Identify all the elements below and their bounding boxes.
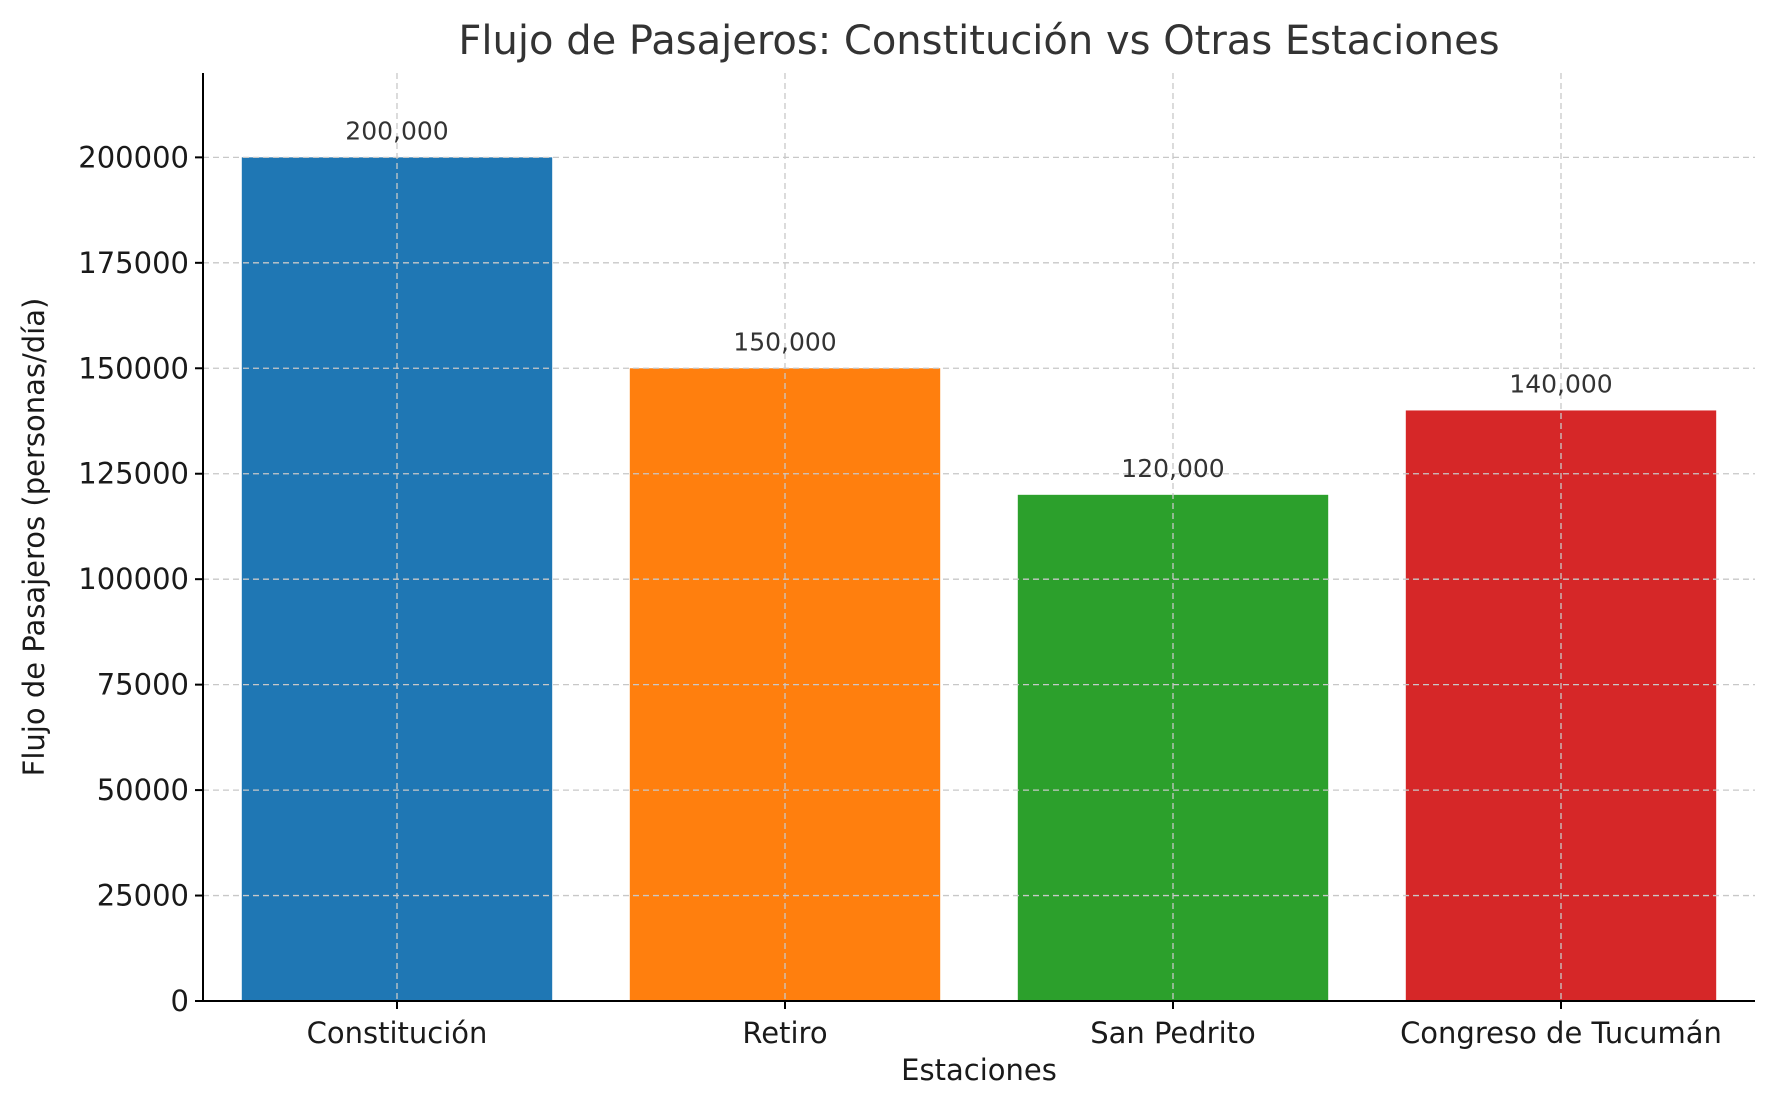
y-tick-label-1: 25000 (97, 879, 189, 913)
data-label-2: 120,000 (1121, 454, 1224, 483)
y-tick-label-7: 175000 (78, 246, 189, 280)
ticks: 0 25000 50000 75000 100000 125000 150000 175000… (78, 140, 1722, 1050)
x-tick-label-0: Constitución (307, 1016, 488, 1050)
y-tick-label-3: 75000 (97, 668, 189, 702)
y-tick-label-6: 150000 (78, 351, 189, 385)
y-tick-label-5: 125000 (78, 457, 189, 491)
x-tick-label-1: Retiro (742, 1016, 827, 1050)
y-tick-label-4: 100000 (78, 562, 189, 596)
grid-lines (203, 73, 1755, 1001)
chart-title: Flujo de Pasajeros: Constitución vs Otra… (458, 18, 1499, 64)
x-axis-label: Estaciones (901, 1053, 1057, 1087)
x-tick-label-2: San Pedrito (1090, 1016, 1256, 1050)
y-tick-label-8: 200000 (78, 140, 189, 174)
x-tick-label-3: Congreso de Tucumán (1400, 1016, 1722, 1050)
data-label-1: 150,000 (733, 327, 836, 356)
y-tick-label-0: 0 (171, 984, 189, 1018)
data-label-3: 140,000 (1509, 369, 1612, 398)
axes (202, 73, 1755, 1002)
y-tick-label-2: 50000 (97, 773, 189, 807)
data-labels: 200,000 150,000 120,000 140,000 (345, 116, 1612, 482)
y-axis-label: Flujo de Pasajeros (personas/día) (17, 298, 51, 777)
data-label-0: 200,000 (345, 116, 448, 145)
